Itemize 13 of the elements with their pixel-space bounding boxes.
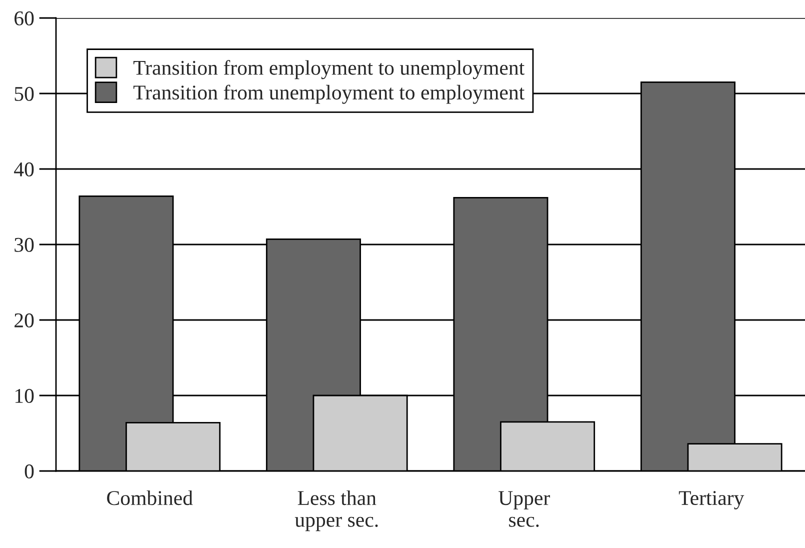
x-tick-label: Tertiary [678,491,744,510]
legend-label: Transition from employment to unemployment [133,60,525,80]
x-tick-label: Combined [107,490,193,506]
y-tick-label: 40 [14,162,34,176]
x-tick-label: Less than upper sec. [294,490,378,532]
y-tick-label: 30 [14,238,34,252]
y-tick-label: 10 [15,388,34,403]
y-tick-label: 60 [14,11,34,26]
legend-label: Transition from unemployment to employment [133,84,525,104]
y-tick-label: 0 [24,464,34,478]
x-tick-label: Upper sec. [498,491,550,527]
y-tick-label: 20 [14,313,34,328]
y-tick-label: 50 [14,86,34,101]
